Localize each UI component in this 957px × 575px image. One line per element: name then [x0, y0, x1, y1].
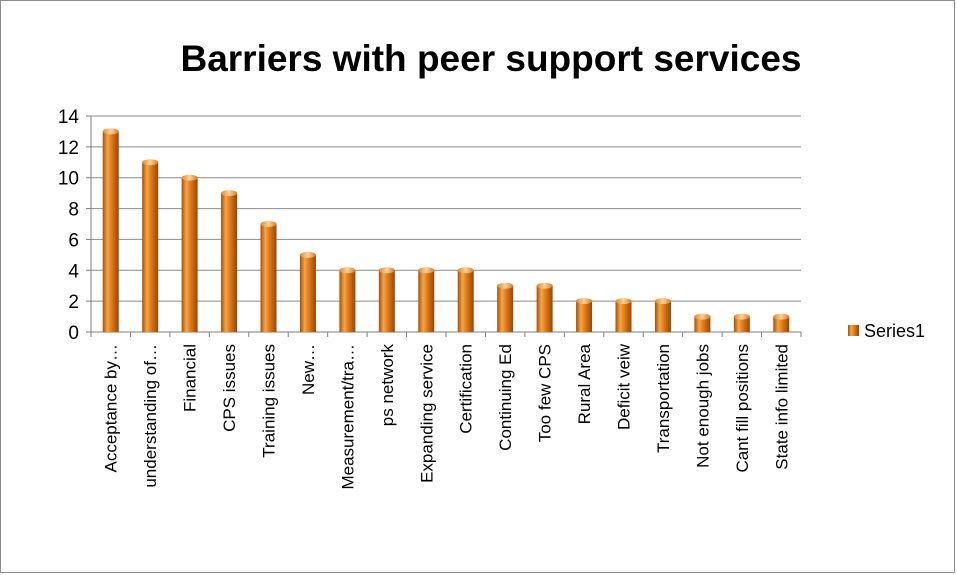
bar-14 [655, 301, 671, 332]
legend-label-series1: Series1 [864, 321, 925, 341]
x-category-label-16: Cant fill positions [733, 344, 752, 473]
x-category-label-0: Acceptance by… [102, 344, 121, 473]
bar-1 [142, 162, 158, 332]
legend: Series1 [848, 321, 925, 341]
bar-10 [497, 286, 513, 332]
bar-4 [261, 224, 277, 332]
y-tick-label-12: 12 [58, 138, 79, 159]
y-tick-label-6: 6 [68, 230, 79, 251]
y-tick-label-8: 8 [68, 200, 79, 221]
bar-cap-10 [497, 283, 513, 289]
bar-7 [379, 270, 395, 332]
bar-6 [339, 270, 355, 332]
bar-2 [182, 178, 198, 332]
bar-cap-5 [300, 252, 316, 258]
x-category-label-17: State info limited [772, 344, 791, 470]
x-category-label-9: Certification [457, 344, 476, 434]
bar-12 [576, 301, 592, 332]
bar-cap-11 [537, 283, 553, 289]
bar-cap-17 [773, 314, 789, 320]
bar-cap-15 [694, 314, 710, 320]
x-category-label-7: ps network [378, 344, 397, 427]
bar-5 [300, 255, 316, 332]
bar-cap-8 [418, 267, 434, 273]
chart-title: Barriers with peer support services [180, 38, 801, 79]
bar-9 [458, 270, 474, 332]
y-tick-label-4: 4 [68, 261, 79, 282]
x-axis-labels: Acceptance by… understanding of… Financial… [102, 343, 792, 489]
y-axis-ticks: 0 2 4 6 8 10 12 14 [58, 107, 80, 344]
bar-cap-7 [379, 267, 395, 273]
bar-cap-2 [182, 175, 198, 181]
y-tick-label-2: 2 [68, 292, 79, 313]
bar-cap-1 [142, 159, 158, 165]
x-category-label-1: understanding of… [141, 344, 160, 488]
x-category-label-2: Financial [181, 344, 200, 412]
x-category-label-6: Measurement/tra… [338, 344, 357, 490]
bar-cap-14 [655, 298, 671, 304]
bar-cap-16 [734, 314, 750, 320]
bar-3 [221, 193, 237, 332]
bar-cap-12 [576, 298, 592, 304]
bar-8 [418, 270, 434, 332]
legend-swatch-series1 [848, 325, 859, 336]
bar-11 [537, 286, 553, 332]
x-category-label-15: Not enough jobs [693, 344, 712, 468]
x-category-label-3: CPS issues [220, 344, 239, 432]
x-category-label-14: Transportation [654, 344, 673, 453]
x-category-label-13: Deficit veiw [615, 343, 634, 430]
y-tick-label-10: 10 [58, 169, 79, 190]
x-category-label-11: Too few CPS [536, 344, 555, 442]
bar-0 [103, 131, 119, 332]
x-category-label-4: Training issues [260, 344, 279, 458]
bar-cap-0 [103, 128, 119, 134]
bar-cap-3 [221, 190, 237, 196]
y-tick-label-0: 0 [68, 323, 79, 344]
x-category-label-5: New… [299, 344, 318, 395]
bar-cap-13 [616, 298, 632, 304]
bar-cap-4 [261, 221, 277, 227]
bar-cap-6 [339, 267, 355, 273]
y-tick-label-14: 14 [58, 107, 80, 128]
x-category-label-8: Expanding service [417, 344, 436, 483]
bar-13 [616, 301, 632, 332]
x-category-label-10: Continuing Ed [496, 344, 515, 451]
x-category-label-12: Rural Area [575, 343, 594, 424]
bar-cap-9 [458, 267, 474, 273]
